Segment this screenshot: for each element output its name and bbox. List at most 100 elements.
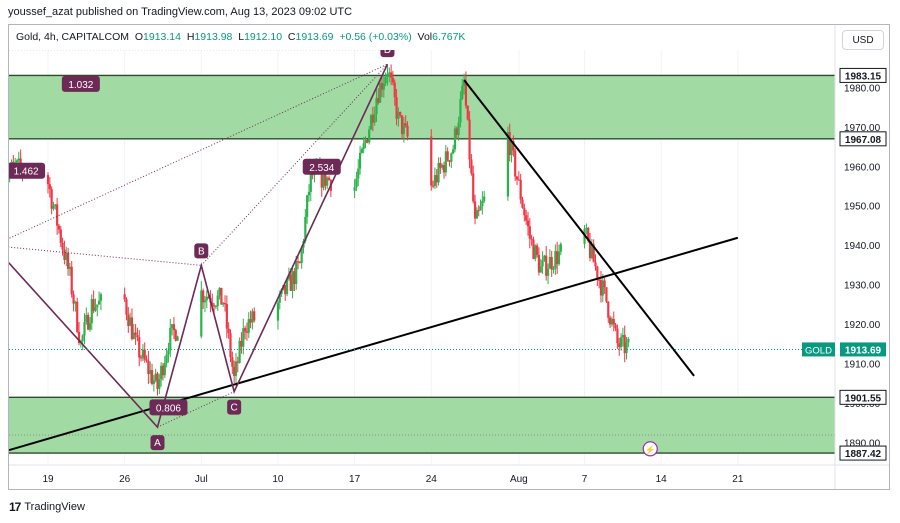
symbol-title: Gold, 4h, CAPITALCOM — [16, 31, 130, 43]
candle-body — [543, 255, 546, 261]
candle-body — [546, 268, 550, 276]
candle-body — [76, 301, 79, 332]
candle-body — [85, 314, 88, 323]
candle-body — [453, 128, 457, 150]
candle-body — [391, 77, 395, 83]
candle-body — [222, 302, 225, 305]
candle-body — [138, 337, 141, 358]
candle-body — [355, 178, 358, 188]
candle-body — [158, 379, 161, 389]
candle-body — [154, 373, 157, 381]
candle-body — [599, 280, 603, 296]
candle-body — [397, 111, 400, 119]
volume-value: 6.767K — [432, 31, 466, 43]
tradingview-logo[interactable]: 17 TradingView — [9, 500, 85, 514]
candle-body — [441, 165, 444, 168]
candle-body — [130, 317, 134, 340]
pattern-ratio-dotted-line — [200, 63, 388, 266]
candle-body — [461, 85, 464, 99]
candle-body — [483, 196, 486, 201]
candle-body — [468, 119, 471, 160]
pattern-ratio-badge — [302, 158, 341, 175]
candle-body — [539, 266, 542, 273]
pattern-ratio-badge — [149, 399, 188, 416]
candle-body — [253, 311, 256, 321]
candle-body — [54, 204, 57, 206]
candle-body — [202, 290, 205, 303]
candle-body — [231, 357, 234, 367]
candle-body — [223, 302, 227, 304]
candle-body — [554, 251, 557, 269]
x-tick-label: 24 — [426, 474, 438, 485]
tradingview-mark-icon: 17 — [9, 500, 21, 514]
candle-body — [610, 318, 614, 325]
chart-frame[interactable] — [8, 24, 890, 490]
candle-body — [234, 361, 238, 376]
candle-body — [618, 343, 621, 348]
candle-body — [366, 140, 369, 143]
plot-area: A B C D 1.032 1.462 0.806 2.534 — [3, 50, 835, 465]
candle-body — [96, 304, 99, 308]
candle-body — [594, 262, 597, 267]
candle-body — [3, 175, 5, 187]
candle-body — [81, 335, 84, 342]
high-label: H — [186, 31, 195, 43]
candle-body — [601, 280, 604, 296]
candle-body — [358, 152, 362, 169]
candle-body — [99, 294, 103, 301]
candle-body — [48, 184, 51, 190]
x-tick-label: 19 — [42, 474, 54, 485]
candle-body — [242, 328, 245, 347]
low-value: 1912.10 — [244, 31, 283, 43]
y-tick-label: 1930.00 — [844, 281, 881, 292]
candle-body — [171, 324, 174, 328]
candle-body — [472, 173, 475, 202]
candle-body — [587, 227, 590, 242]
candle-body — [559, 243, 562, 252]
candle-body — [240, 340, 243, 347]
candle-body — [134, 332, 137, 336]
candle-body — [207, 296, 210, 299]
candle-body — [382, 83, 385, 90]
candle-body — [437, 162, 440, 183]
candle-body — [607, 301, 610, 318]
candle-body — [56, 204, 59, 226]
y-tick-label: 1890.00 — [844, 438, 881, 449]
candle-body — [514, 150, 517, 177]
candle-body — [278, 293, 281, 303]
candle-body — [7, 176, 9, 180]
candle-body — [229, 333, 232, 358]
candle-body — [245, 331, 249, 333]
candle-body — [165, 354, 168, 364]
candle-body — [326, 177, 329, 186]
candle-body — [127, 314, 130, 326]
pattern-ratio-badge — [61, 75, 100, 92]
candle-body — [63, 249, 66, 260]
candle-body — [293, 271, 296, 285]
candle-body — [152, 380, 155, 384]
candle-body — [455, 128, 458, 135]
high-value: 1913.98 — [194, 31, 233, 43]
candle-body — [285, 278, 289, 295]
candle-body — [609, 317, 612, 325]
y-tick-label: 1950.00 — [844, 202, 881, 213]
candle-body — [70, 266, 73, 295]
candle-body — [400, 115, 404, 135]
candle-body — [380, 83, 384, 90]
candle-body — [479, 206, 482, 211]
candle-body — [129, 317, 132, 326]
candle-body — [227, 328, 230, 334]
candle-body — [94, 307, 97, 311]
pattern-point-b-badge — [194, 243, 209, 259]
pattern-ratio-label: 1.032 — [68, 80, 93, 91]
x-tick-label: 17 — [349, 474, 361, 485]
candle-body — [156, 373, 159, 389]
candle-body — [214, 306, 217, 308]
candle-body — [92, 299, 95, 311]
pattern-ratio-label: 0.806 — [156, 403, 181, 414]
candle-body — [548, 257, 551, 269]
candle-body — [627, 338, 630, 343]
currency-button[interactable]: USD — [842, 30, 884, 50]
candle-body — [236, 361, 239, 363]
